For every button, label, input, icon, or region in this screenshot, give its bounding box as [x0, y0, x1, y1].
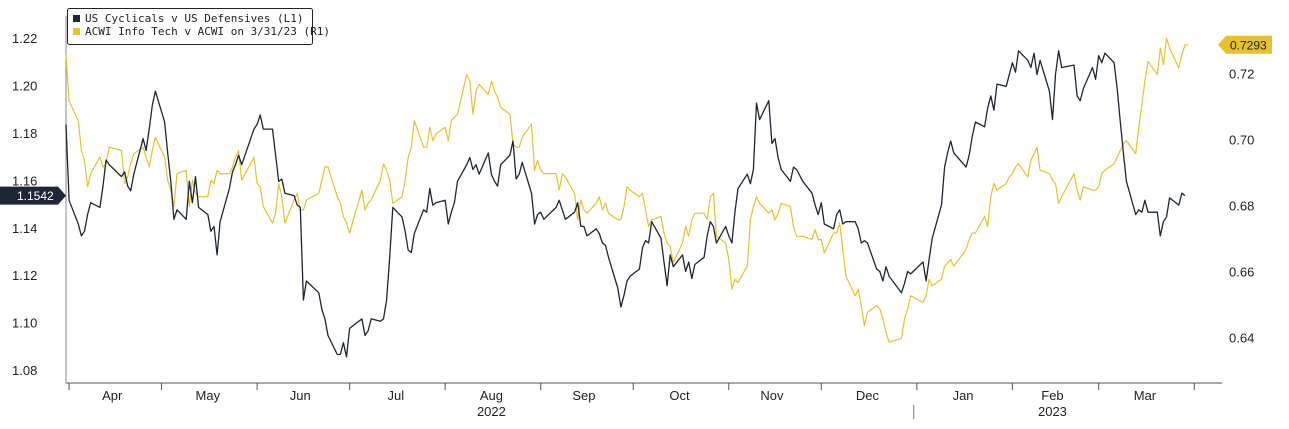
left-y-tick-label: 1.14: [12, 221, 37, 236]
left-y-tick-label: 1.16: [12, 173, 37, 188]
right-y-tick-label: 0.64: [1229, 331, 1254, 346]
x-tick-label: May: [196, 388, 221, 403]
legend-box: [67, 8, 313, 45]
x-tick-label: Dec: [856, 388, 880, 403]
x-tick-label: Jul: [388, 388, 405, 403]
left-y-tick-label: 1.12: [12, 268, 37, 283]
x-year-label: 2023: [1038, 404, 1067, 419]
flag-shape: [0, 186, 66, 205]
last-value-flag-left: 1.1542: [0, 186, 66, 205]
x-axis-tick-labels: Apr May Jun Jul Aug Sep Oct Nov Dec Jan Feb Mar 2022…: [102, 388, 1157, 419]
flag-value-left: 1.1542: [17, 189, 54, 203]
left-y-tick-label: 1.20: [12, 78, 37, 93]
last-value-flag-right: 0.7293: [1218, 35, 1272, 54]
legend-label: US Cyclicals v US Defensives (L1): [85, 12, 304, 25]
right-y-axis-tick-labels: 0.64 0.66 0.68 0.70 0.72: [1229, 66, 1254, 345]
x-tick-label: Apr: [102, 388, 123, 403]
legend-label: ACWI Info Tech v ACWI on 3/31/23 (R1): [85, 25, 330, 38]
left-y-tick-label: 1.10: [12, 316, 37, 331]
left-y-tick-label: 1.22: [12, 31, 37, 46]
left-y-axis-tick-labels: 1.08 1.10 1.12 1.14 1.16 1.18 1.20 1.22: [12, 31, 37, 378]
x-tick-label: Jun: [290, 388, 311, 403]
right-y-tick-label: 0.72: [1229, 66, 1254, 81]
last-value-flags: 1.1542 0.7293: [0, 35, 1272, 205]
chart-legend[interactable]: US Cyclicals v US Defensives (L1)ACWI In…: [67, 8, 331, 45]
left-y-tick-label: 1.08: [12, 363, 37, 378]
x-tick-label: Nov: [760, 388, 784, 403]
flag-shape: [1218, 35, 1272, 54]
legend-swatch: [73, 15, 80, 22]
x-tick-label: Oct: [669, 388, 690, 403]
series-line-cyclicals-v-defensives: [65, 50, 1186, 358]
legend-item[interactable]: ACWI Info Tech v ACWI on 3/31/23 (R1): [73, 25, 330, 38]
chart-series: [65, 37, 1189, 358]
x-tick-label: Mar: [1134, 388, 1157, 403]
x-tick-label: Sep: [572, 388, 595, 403]
right-y-tick-label: 0.68: [1229, 199, 1254, 214]
right-y-tick-label: 0.70: [1229, 133, 1254, 148]
series-line-acwi-info-tech-v-acwi: [65, 37, 1189, 343]
right-y-tick-label: 0.66: [1229, 265, 1254, 280]
legend-swatch: [73, 28, 80, 35]
flag-value-right: 0.7293: [1230, 38, 1267, 52]
x-tick-label: Aug: [480, 388, 503, 403]
legend-item[interactable]: US Cyclicals v US Defensives (L1): [73, 12, 304, 25]
x-tick-label: Jan: [953, 388, 974, 403]
x-tick-label: Feb: [1041, 388, 1063, 403]
left-y-tick-label: 1.18: [12, 126, 37, 141]
chart-axes: [65, 16, 1222, 419]
x-year-label: 2022: [477, 404, 506, 419]
